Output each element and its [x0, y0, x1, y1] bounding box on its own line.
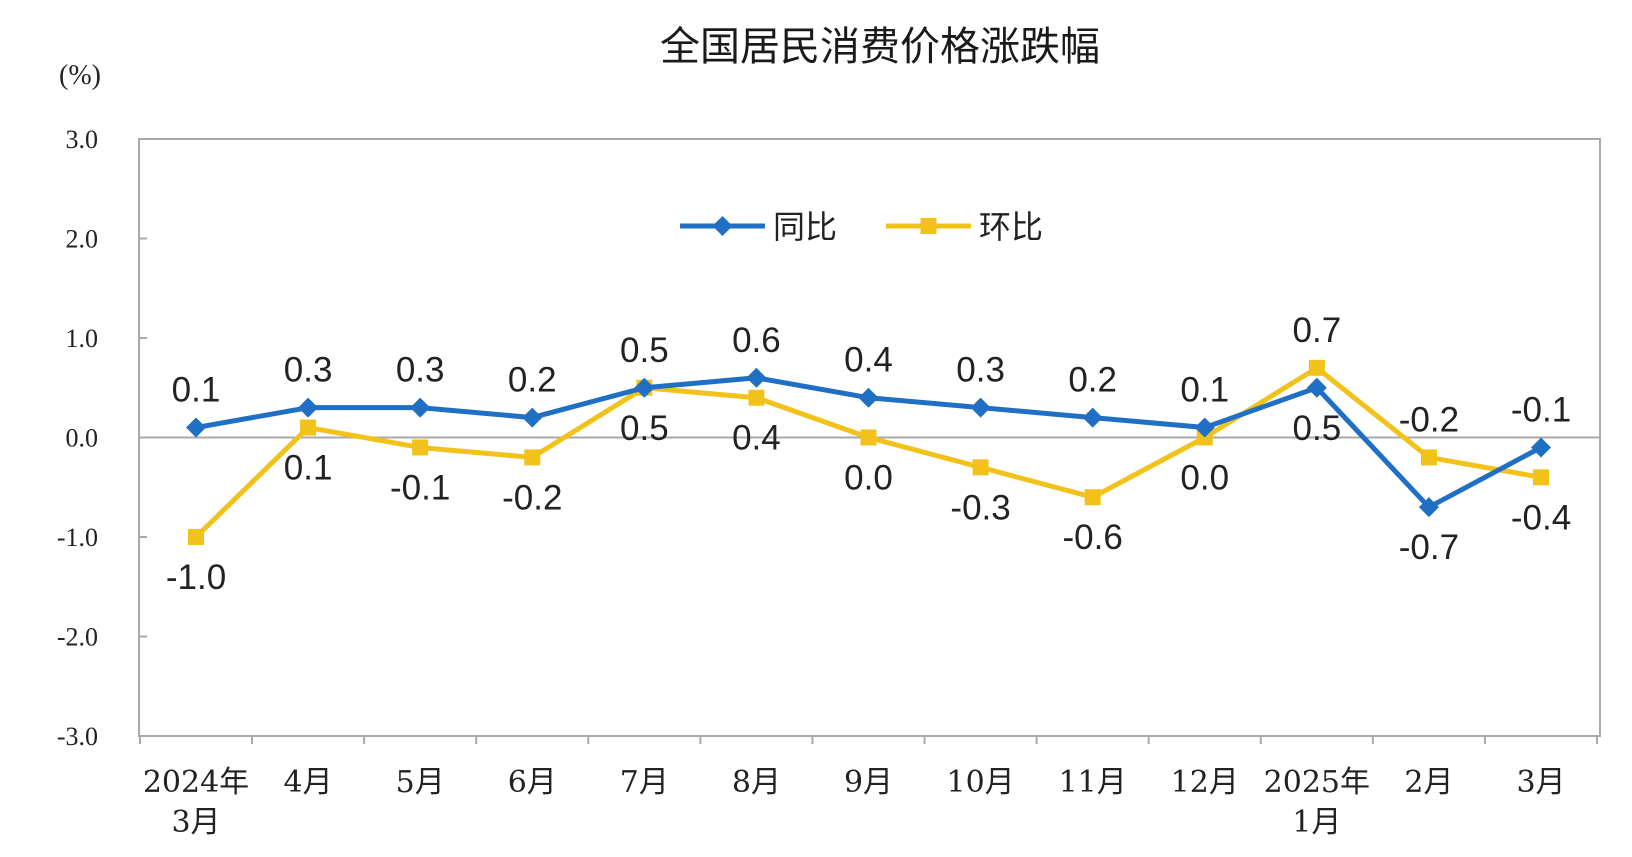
data-label: 0.5	[1293, 409, 1342, 448]
data-label: -0.1	[1511, 390, 1571, 429]
y-axis-unit-label: (%)	[59, 60, 101, 91]
data-label: 0.3	[956, 351, 1005, 390]
data-label: 0.4	[732, 419, 781, 458]
data-point-diamond	[1082, 407, 1103, 428]
x-tick-label: 5月	[396, 765, 445, 800]
legend-marker-square	[920, 218, 937, 234]
data-label: 0.1	[1180, 371, 1229, 410]
chart-title: 全国居民消费价格涨跌幅	[660, 24, 1100, 70]
legend-label: 同比	[773, 208, 837, 246]
legend-label: 环比	[979, 208, 1043, 246]
data-point-diamond	[746, 367, 767, 388]
legend-marker-diamond	[712, 216, 733, 236]
data-label: 0.3	[284, 351, 333, 390]
x-tick-label: 6月	[508, 765, 557, 800]
data-point-square	[1084, 489, 1101, 506]
y-tick-label: 2.0	[66, 225, 99, 254]
data-label: 0.0	[844, 459, 893, 498]
data-label: -0.1	[390, 468, 450, 507]
data-label: 0.3	[396, 351, 445, 390]
data-point-square	[748, 389, 765, 406]
series-layer	[186, 359, 1551, 545]
x-tick-label: 10月	[946, 765, 1014, 800]
data-point-square	[188, 529, 204, 545]
data-label: 0.5	[620, 331, 669, 370]
data-point-diamond	[186, 417, 206, 438]
data-labels: 0.1 -1.0 0.3 0.1 0.3 -0.1 0.2 -0.2 0.5 0.5 0.6 0.4 0…	[166, 311, 1571, 597]
x-tick-label: 8月	[732, 765, 781, 800]
legend: 同比 环比	[680, 208, 1043, 246]
data-label: 0.2	[508, 361, 557, 400]
data-point-square	[1420, 449, 1437, 466]
y-tick-label: -1.0	[57, 523, 98, 552]
data-label: -0.2	[502, 478, 562, 517]
y-tick-label: 3.0	[66, 125, 99, 154]
x-tick-label: 11月	[1059, 765, 1127, 800]
data-label: 0.0	[1180, 459, 1229, 498]
x-tick-label: 9月	[844, 765, 893, 800]
data-point-diamond	[1194, 417, 1215, 438]
data-point-diamond	[1531, 437, 1551, 458]
x-tick-label: 2024年 3月	[143, 765, 249, 840]
data-label: 0.4	[844, 341, 893, 380]
data-point-diamond	[410, 397, 431, 418]
y-tick-label: -2.0	[57, 623, 98, 652]
data-point-square	[300, 419, 317, 436]
data-label: 0.1	[284, 449, 333, 488]
data-label: -0.2	[1399, 400, 1459, 439]
data-point-square	[972, 459, 989, 476]
data-label: 0.7	[1293, 311, 1342, 350]
y-tick-label: 0.0	[66, 424, 99, 453]
x-axis: 2024年 3月 4月 5月 6月 7月 8月 9月 10月 11月 12月 2025年 1月 2月 3月	[138, 736, 1599, 840]
x-tick-label: 7月	[620, 765, 669, 800]
data-point-square	[1533, 469, 1549, 486]
data-label: 0.5	[620, 409, 669, 448]
data-point-diamond	[522, 407, 543, 428]
data-point-square	[860, 429, 877, 446]
data-point-diamond	[634, 377, 655, 398]
y-axis: 3.0 2.0 1.0 0.0 -1.0 -2.0 -3.0	[57, 125, 1600, 751]
data-label: 0.1	[172, 371, 221, 410]
data-point-square	[524, 449, 541, 466]
data-label: -0.4	[1511, 498, 1571, 537]
data-point-square	[1308, 359, 1325, 376]
x-tick-label: 12月	[1171, 765, 1239, 800]
data-point-diamond	[1306, 377, 1327, 398]
data-label: -1.0	[166, 558, 226, 597]
y-tick-label: 1.0	[66, 324, 99, 353]
data-point-diamond	[970, 397, 991, 418]
x-tick-label: 2025年 1月	[1264, 765, 1370, 840]
data-label: -0.3	[950, 488, 1010, 527]
data-point-square	[412, 439, 429, 456]
data-label: 0.6	[732, 321, 781, 360]
data-label: -0.6	[1063, 518, 1123, 557]
x-tick-label: 2月	[1404, 765, 1453, 800]
x-tick-label: 3月	[1516, 765, 1565, 800]
data-label: -0.7	[1399, 528, 1459, 567]
data-point-diamond	[298, 397, 319, 418]
data-point-diamond	[1418, 497, 1439, 518]
data-label: 0.2	[1068, 361, 1117, 400]
data-point-diamond	[858, 387, 879, 408]
y-tick-label: -3.0	[57, 722, 98, 751]
x-tick-label: 4月	[284, 765, 333, 800]
